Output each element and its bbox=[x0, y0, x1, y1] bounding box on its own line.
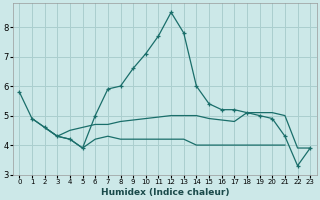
X-axis label: Humidex (Indice chaleur): Humidex (Indice chaleur) bbox=[100, 188, 229, 197]
